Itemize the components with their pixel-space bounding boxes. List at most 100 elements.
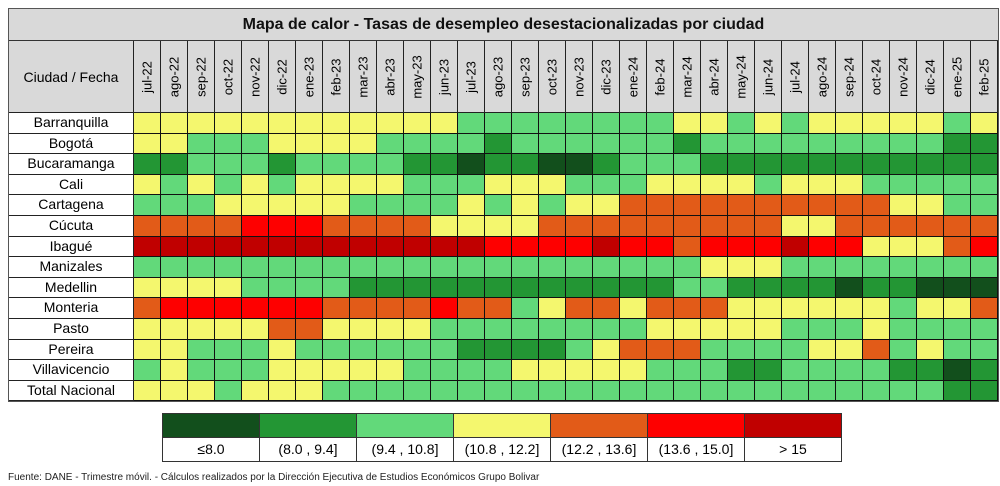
heatmap-cell [944, 215, 971, 237]
heatmap-cell [485, 257, 512, 278]
heatmap-cell [485, 113, 512, 134]
legend-item: (8.0 , 9.4] [260, 414, 357, 461]
column-header: dic-24 [917, 41, 944, 113]
column-label: ago-22 [166, 56, 182, 97]
heatmap-cell [620, 339, 647, 361]
legend-swatch [648, 414, 744, 438]
heatmap-cell [512, 195, 539, 216]
heatmap-cell [620, 236, 647, 258]
heatmap-cell [890, 380, 917, 402]
heatmap-cell [755, 257, 782, 278]
column-label: mar-24 [679, 55, 695, 98]
heatmap-cell [350, 113, 377, 134]
heatmap-cell [728, 298, 755, 319]
heatmap-cell [674, 277, 701, 299]
heatmap-cell [377, 360, 404, 381]
column-header: oct-23 [539, 41, 566, 113]
heatmap-cell [539, 257, 566, 278]
heatmap-cell [701, 298, 728, 319]
heatmap-cell [593, 257, 620, 278]
heatmap-cell [674, 133, 701, 155]
heatmap-cell [350, 277, 377, 299]
column-header: dic-22 [269, 41, 296, 113]
heatmap-cell [728, 154, 755, 175]
heatmap-cell [971, 195, 998, 216]
heatmap-cell [701, 133, 728, 155]
heatmap-cell [755, 113, 782, 134]
heatmap-cell [404, 277, 431, 299]
heatmap-cell [485, 174, 512, 196]
heatmap-cell [647, 133, 674, 155]
heatmap-cell [701, 318, 728, 340]
heatmap-cell [917, 154, 944, 175]
heatmap-cell [242, 174, 269, 196]
column-header: ago-24 [809, 41, 836, 113]
heatmap-cell [917, 298, 944, 319]
heatmap-cell [512, 339, 539, 361]
heatmap-cell [485, 318, 512, 340]
heatmap-cell [674, 236, 701, 258]
heatmap-cell [944, 318, 971, 340]
heatmap-cell [863, 133, 890, 155]
heatmap-cell [323, 215, 350, 237]
heatmap-cell [782, 380, 809, 402]
heatmap-cell [431, 380, 458, 402]
heatmap-cell [728, 174, 755, 196]
heatmap-cell [809, 380, 836, 402]
heatmap-cell [404, 380, 431, 402]
heatmap-cell [593, 298, 620, 319]
heatmap-cell [593, 195, 620, 216]
heatmap-cell [863, 360, 890, 381]
heatmap-cell [890, 318, 917, 340]
heatmap-cell [458, 154, 485, 175]
heatmap-cell [620, 154, 647, 175]
heatmap-cell [917, 133, 944, 155]
column-label: oct-22 [220, 58, 236, 95]
heatmap-cell [809, 360, 836, 381]
heatmap-cell [890, 174, 917, 196]
heatmap-cell [809, 154, 836, 175]
heatmap-cell [458, 195, 485, 216]
column-header: dic-23 [593, 41, 620, 113]
heatmap-cell [593, 236, 620, 258]
heatmap-cell [566, 154, 593, 175]
heatmap-cell [431, 133, 458, 155]
legend: ≤8.0 (8.0 , 9.4] (9.4 , 10.8] (10.8 , 12.2]… [162, 413, 842, 462]
heatmap-cell [944, 298, 971, 319]
heatmap-cell [728, 195, 755, 216]
heatmap-cell [647, 360, 674, 381]
heatmap-cell [944, 113, 971, 134]
heatmap-cell [458, 318, 485, 340]
heatmap-cell [863, 298, 890, 319]
heatmap-cell [836, 257, 863, 278]
legend-item: (13.6 , 15.0] [648, 414, 745, 461]
row-label: Bucaramanga [9, 154, 134, 175]
heatmap-cell [539, 113, 566, 134]
heatmap-cell [296, 298, 323, 319]
heatmap-cell [647, 215, 674, 237]
heatmap-cell [134, 277, 161, 299]
heatmap-cell [836, 339, 863, 361]
heatmap-cell [755, 154, 782, 175]
heatmap-cell [512, 318, 539, 340]
heatmap-cell [161, 298, 188, 319]
column-label: oct-24 [868, 58, 884, 95]
heatmap-cell [755, 195, 782, 216]
heatmap-cell [458, 113, 485, 134]
heatmap-cell [377, 154, 404, 175]
heatmap-cell [782, 339, 809, 361]
heatmap-cell [323, 339, 350, 361]
heatmap-cell [836, 277, 863, 299]
heatmap-cell [431, 113, 458, 134]
heatmap-cell [836, 174, 863, 196]
column-label: abr-24 [706, 57, 722, 96]
column-label: jun-23 [436, 58, 452, 95]
heatmap-cell [269, 277, 296, 299]
column-label: nov-23 [571, 56, 587, 97]
heatmap-cell [539, 339, 566, 361]
heatmap-cell [350, 380, 377, 402]
heatmap-cell [269, 360, 296, 381]
heatmap-cell [458, 215, 485, 237]
heatmap-cell [863, 380, 890, 402]
heatmap-cell [620, 257, 647, 278]
